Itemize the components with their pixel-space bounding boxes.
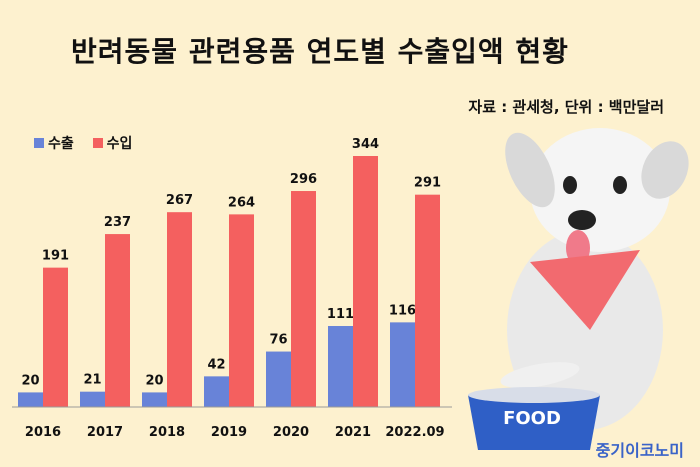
legend-swatch-import (92, 138, 103, 148)
data-label-import-2019: 264 (228, 195, 255, 210)
data-label-export-2017: 21 (83, 373, 101, 388)
x-tick-label-2020: 2020 (273, 425, 309, 440)
legend-item-export: 수출 (34, 133, 74, 153)
data-label-import-2016: 191 (42, 249, 69, 264)
legend-swatch-export (34, 138, 44, 148)
legend-label-import: 수입 (106, 136, 133, 152)
data-label-export-2021: 111 (327, 307, 354, 322)
bars-group: 20 191 2016 21 237 2017 20 267 2018 42 264 2019 76 29… (12, 137, 452, 440)
food-bowl-label: FOOD (503, 408, 561, 429)
watermark-logo: 중기이코노미 (595, 441, 684, 460)
bar-import-2022-09 (415, 194, 440, 407)
legend-item-import: 수입 (92, 133, 133, 153)
x-tick-label-2022-09: 2022.09 (385, 425, 444, 440)
data-label-import-2021: 344 (352, 137, 379, 152)
x-tick-label-2017: 2017 (87, 425, 123, 440)
bar-import-2018 (167, 212, 192, 407)
dog-illustration: FOOD (468, 128, 689, 450)
chart-title: 반려동물 관련용품 연도별 수출입액 현황 (71, 35, 569, 68)
bar-import-2020 (291, 191, 316, 407)
bar-import-2016 (43, 267, 68, 407)
bar-export-2020 (266, 351, 291, 407)
x-tick-label-2021: 2021 (335, 425, 371, 440)
x-tick-label-2018: 2018 (149, 425, 185, 440)
bar-import-2019 (229, 214, 254, 407)
x-tick-label-2019: 2019 (211, 425, 247, 440)
data-label-export-2016: 20 (21, 373, 39, 388)
data-label-import-2018: 267 (166, 193, 193, 208)
data-label-export-2022-09: 116 (389, 303, 416, 318)
x-tick-label-2016: 2016 (25, 425, 61, 440)
data-label-import-2020: 296 (290, 172, 317, 187)
bar-export-2019 (204, 376, 229, 407)
source-note: 자료 : 관세청, 단위 : 백만달러 (468, 98, 664, 116)
data-label-export-2020: 76 (269, 333, 287, 348)
bar-import-2017 (105, 234, 130, 407)
data-label-import-2022-09: 291 (414, 176, 441, 191)
bar-import-2021 (353, 156, 378, 407)
legend: 수출 수입 (34, 133, 146, 153)
data-label-import-2017: 237 (104, 215, 131, 230)
bar-export-2021 (328, 326, 353, 407)
legend-label-export: 수출 (48, 136, 74, 152)
bar-export-2017 (80, 391, 105, 407)
bar-export-2018 (142, 392, 167, 407)
bar-export-2022-09 (390, 322, 415, 407)
data-label-export-2018: 20 (145, 373, 163, 388)
bar-export-2016 (18, 392, 43, 407)
data-label-export-2019: 42 (207, 357, 225, 372)
